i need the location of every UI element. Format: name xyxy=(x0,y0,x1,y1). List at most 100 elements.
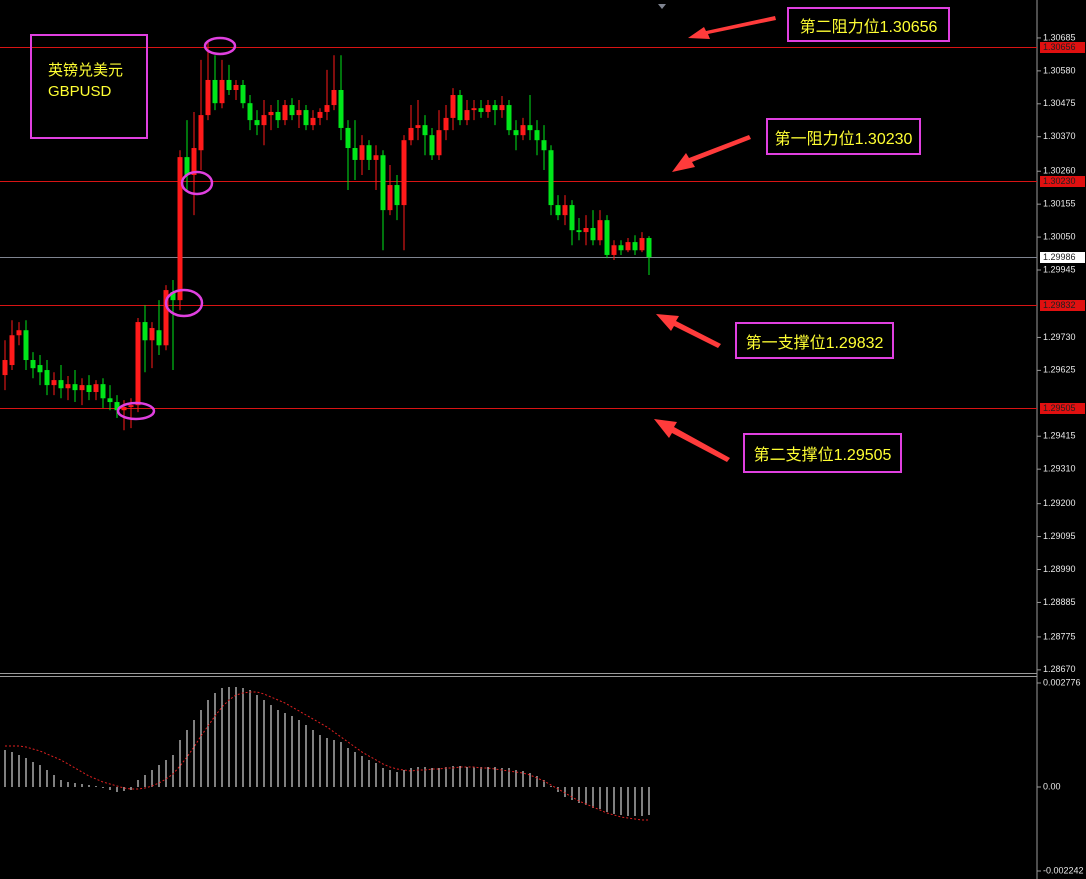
candle-body xyxy=(513,130,519,136)
candle-body xyxy=(135,322,141,406)
y-tick-label: 1.30370 xyxy=(1043,131,1076,141)
candle-body xyxy=(114,402,120,411)
candle-body xyxy=(226,79,232,91)
candle-body xyxy=(436,130,442,156)
y-tick-label: 1.28990 xyxy=(1043,564,1076,574)
level-label-bg xyxy=(1040,300,1085,311)
candle-body xyxy=(520,125,526,136)
candle-body xyxy=(492,105,498,111)
arrow xyxy=(688,16,776,39)
candle-body xyxy=(478,108,484,112)
y-tick-label: 1.30475 xyxy=(1043,98,1076,108)
candle-body xyxy=(268,111,274,116)
candle-body xyxy=(597,220,603,241)
annotation: 第二阻力位1.30656 xyxy=(787,7,950,42)
marks: 1.30685 1.30580 1.30475 1.30370 1.30260 1.301… xyxy=(0,32,1085,875)
candle-body xyxy=(121,407,127,411)
candle-body xyxy=(464,110,470,121)
candle-body xyxy=(401,140,407,206)
candle-body xyxy=(282,105,288,121)
candle-body xyxy=(485,105,491,112)
candle-body xyxy=(261,115,267,126)
candle-body xyxy=(331,90,337,106)
candle-body xyxy=(317,111,323,118)
candle-body xyxy=(639,238,645,251)
arrow xyxy=(672,135,751,172)
candle-body xyxy=(527,125,533,131)
candle-body xyxy=(9,335,15,366)
candle-body xyxy=(618,245,624,251)
y-tick-label: 1.28670 xyxy=(1043,664,1076,674)
candle-body xyxy=(632,242,638,251)
y-tick-label: 1.29415 xyxy=(1043,431,1076,441)
candle-body xyxy=(177,157,183,301)
symbol-code: GBPUSD xyxy=(48,83,112,100)
candle-body xyxy=(604,220,610,255)
level-label-bg xyxy=(1040,403,1085,414)
candle-body xyxy=(72,384,78,391)
y-tick-label: 0.002776 xyxy=(1043,677,1081,687)
candle-body xyxy=(303,110,309,126)
candle-body xyxy=(324,105,330,112)
candle-body xyxy=(380,155,386,211)
level-label: 1.29505 xyxy=(1043,403,1076,413)
y-tick-label: 1.29730 xyxy=(1043,332,1076,342)
candle-body xyxy=(646,238,652,258)
candle-body xyxy=(2,360,8,376)
annotation: 第二支撑位1.29505 xyxy=(743,433,902,473)
candle-body xyxy=(534,130,540,141)
candle-body xyxy=(443,117,449,131)
candle-body xyxy=(373,155,379,160)
candle-body xyxy=(366,145,372,160)
candle-body xyxy=(289,105,295,116)
candle-body xyxy=(184,157,190,175)
candle-body xyxy=(359,145,365,160)
y-tick-label: 1.30050 xyxy=(1043,231,1076,241)
y-tick-label: 1.30580 xyxy=(1043,65,1076,75)
candle-body xyxy=(128,405,134,408)
symbol-name: 英镑兑美元 xyxy=(48,62,124,79)
y-tick-label: 1.29625 xyxy=(1043,365,1076,375)
candle-body xyxy=(429,135,435,156)
y-tick-label: 1.28775 xyxy=(1043,631,1076,641)
highlight-circle xyxy=(203,36,237,56)
candle-body xyxy=(149,328,155,341)
candle-body xyxy=(93,384,99,393)
candle-body xyxy=(548,150,554,206)
candle-body xyxy=(212,79,218,104)
candle-body xyxy=(541,140,547,151)
candle-body xyxy=(233,84,239,91)
candle-body xyxy=(562,205,568,216)
candle-body xyxy=(156,330,162,346)
shift-marker xyxy=(658,4,666,9)
candle-body xyxy=(163,290,169,346)
candle-body xyxy=(44,370,50,386)
y-tick-label: 1.28885 xyxy=(1043,597,1076,607)
candle-body xyxy=(58,380,64,389)
level-label-bg xyxy=(1040,176,1085,187)
annotation: 第一支撑位1.29832 xyxy=(735,322,894,359)
y-tick-label: 1.29945 xyxy=(1043,264,1076,274)
candle-body xyxy=(191,148,197,175)
candle-body xyxy=(450,95,456,118)
y-tick-label: -0.002242 xyxy=(1043,865,1084,875)
highlight-circle xyxy=(164,288,204,318)
arrow xyxy=(654,419,730,462)
y-tick-label: 1.29200 xyxy=(1043,498,1076,508)
candle-body xyxy=(394,185,400,206)
annotation: 第一阻力位1.30230 xyxy=(766,118,921,155)
candle-body xyxy=(23,330,29,361)
candle-body xyxy=(569,205,575,231)
candle-body xyxy=(142,322,148,341)
candle-body xyxy=(471,108,477,111)
y-tick-label: 1.29310 xyxy=(1043,464,1076,474)
y-tick-label: 1.30685 xyxy=(1043,32,1076,42)
candle-body xyxy=(499,105,505,111)
candle-body xyxy=(408,127,414,141)
candle-body xyxy=(345,127,351,149)
candle-body xyxy=(422,125,428,136)
arrows xyxy=(654,16,776,462)
arrow xyxy=(656,314,721,348)
